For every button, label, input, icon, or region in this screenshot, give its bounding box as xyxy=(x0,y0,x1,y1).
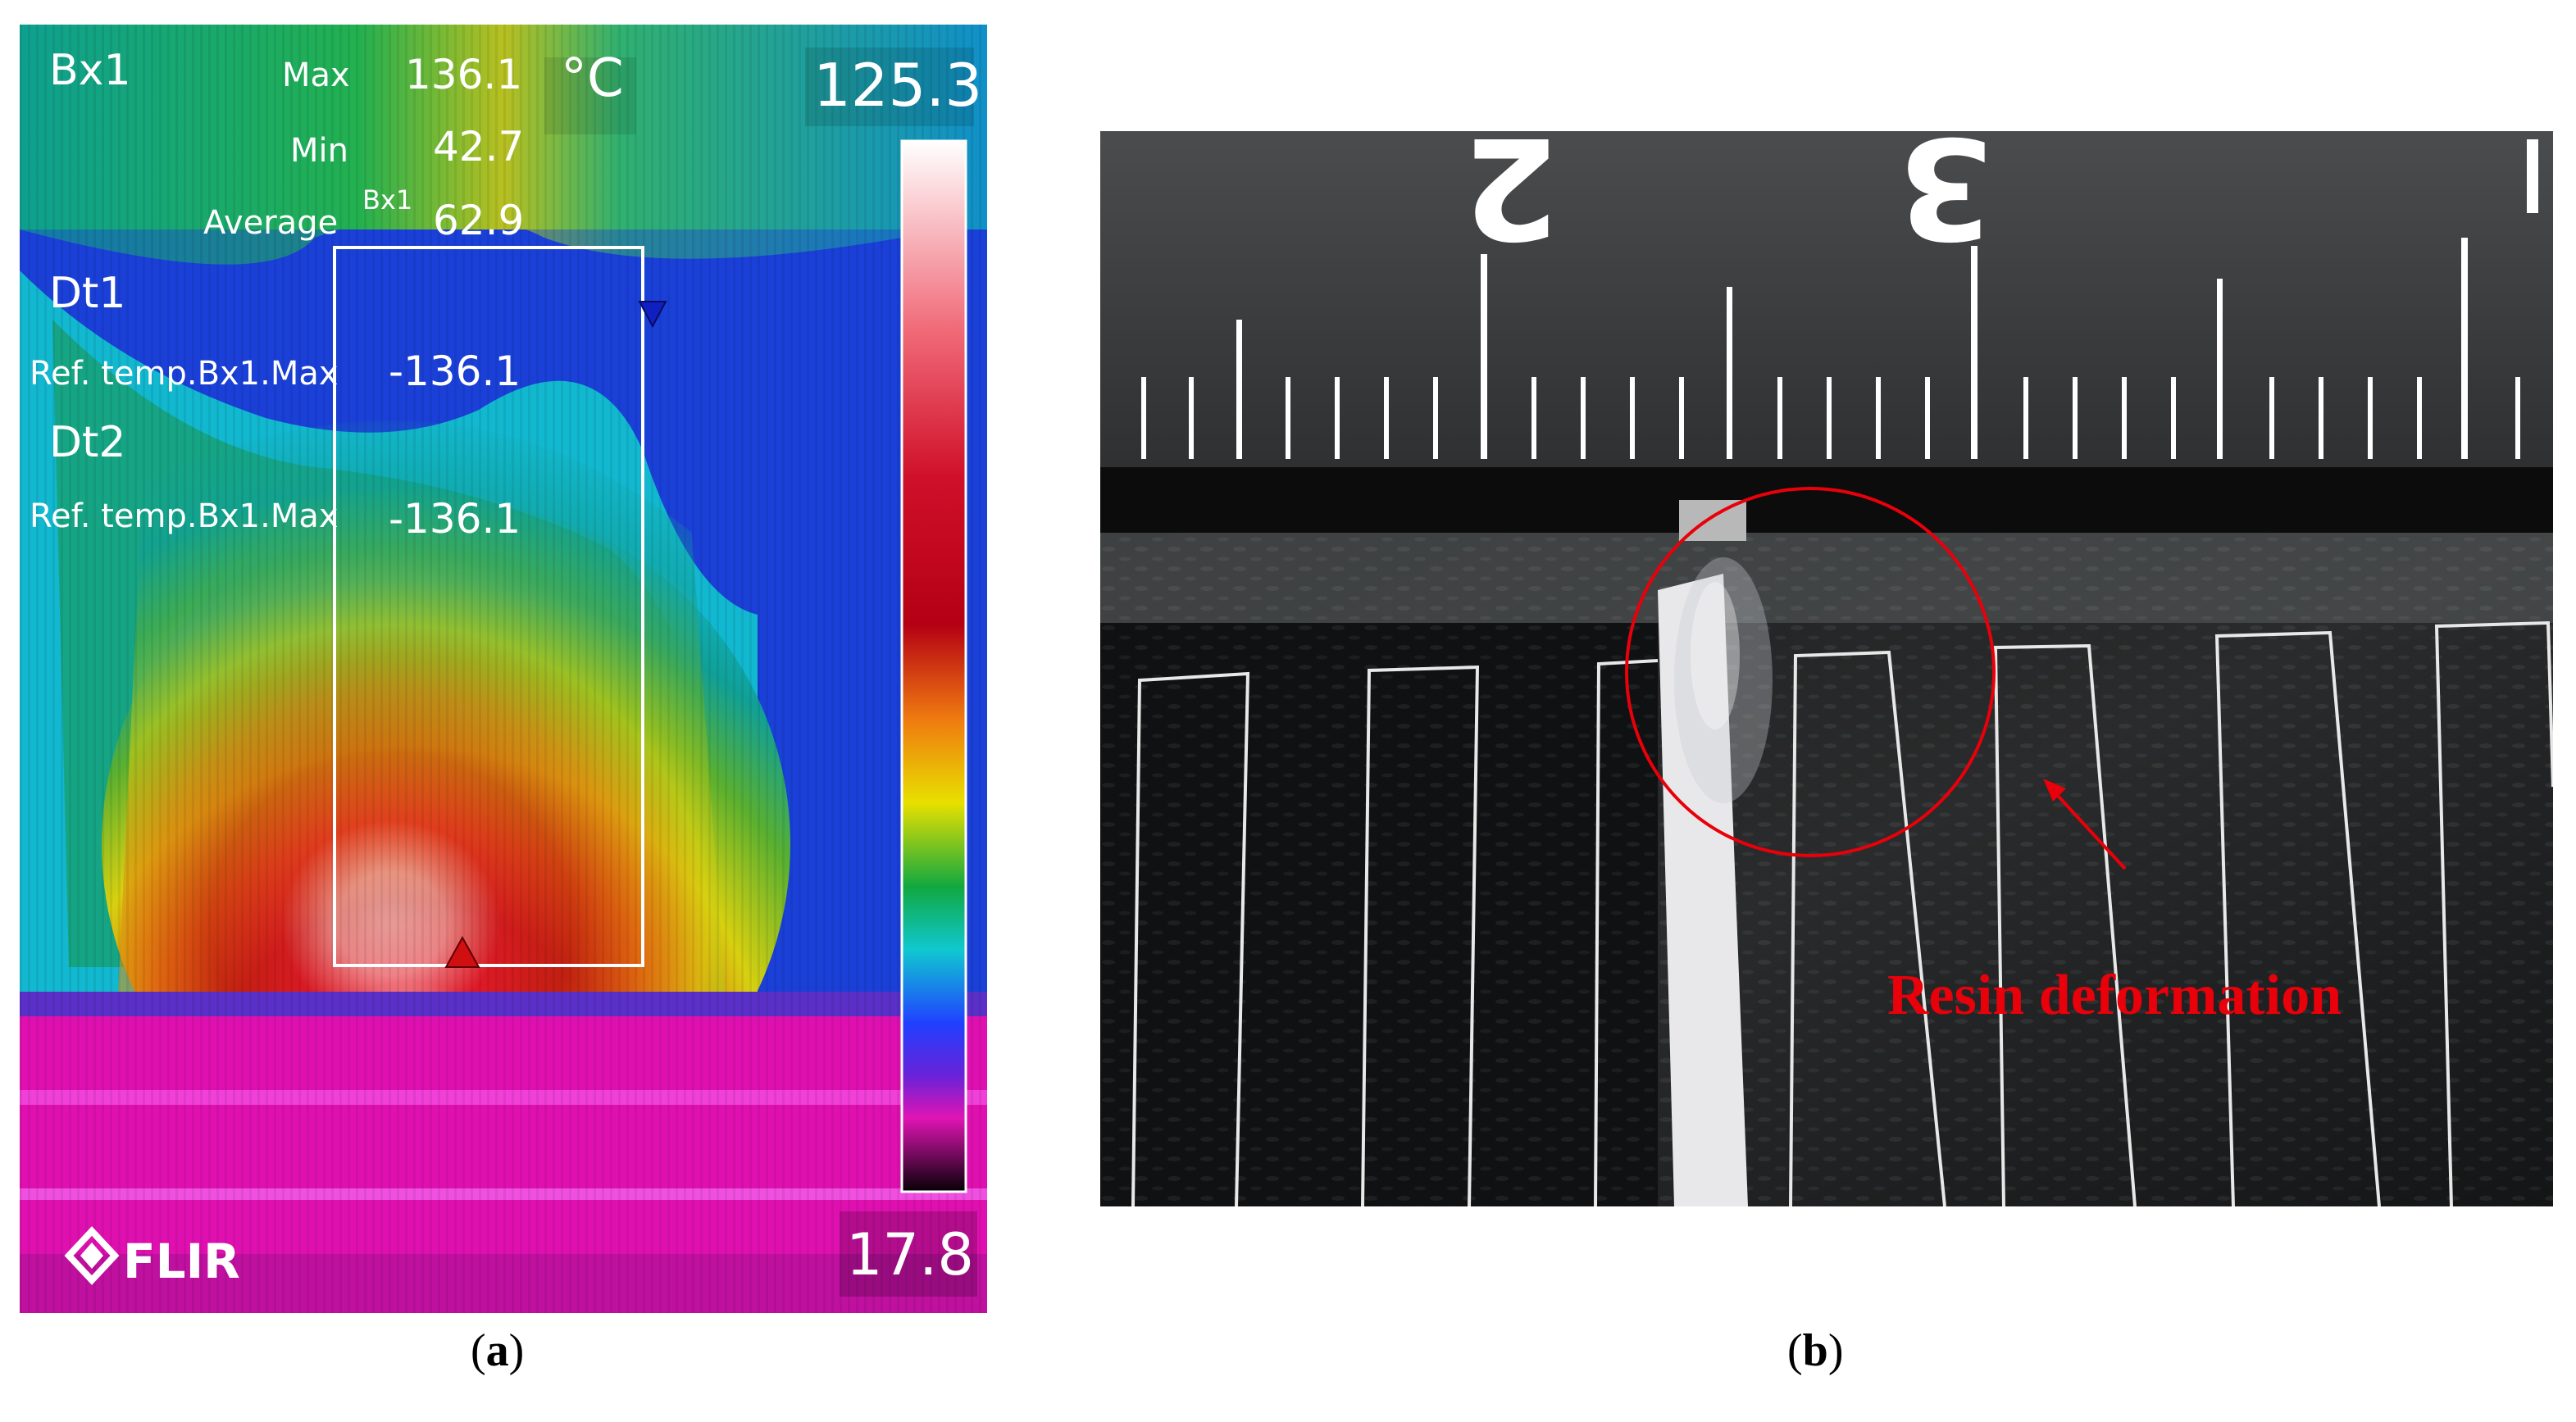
caption-a: (a) xyxy=(471,1325,525,1376)
photo-panel: 2 3 Resin deformation xyxy=(1100,131,2553,1206)
min-label: Min xyxy=(290,132,348,170)
max-label: Max xyxy=(282,57,350,94)
min-value: 42.7 xyxy=(433,123,525,170)
dt1-value: -136.1 xyxy=(389,348,521,395)
average-label: Average xyxy=(203,204,339,242)
resin-deformation-label: Resin deformation xyxy=(1887,964,2342,1027)
deformation-circle xyxy=(1625,487,1996,857)
ruler-digit-2: 2 xyxy=(1463,131,1559,268)
bx1-measurement-box xyxy=(333,246,644,967)
flir-logo-text: FLIR xyxy=(123,1233,240,1289)
dt2-label: Dt2 xyxy=(49,418,126,467)
max-value: 136.1 xyxy=(405,51,523,98)
photo-background: 2 3 xyxy=(1100,131,2553,1206)
dt2-ref-label: Ref. temp.Bx1.Max xyxy=(30,497,339,535)
min-marker-icon xyxy=(638,301,667,329)
box-label: Bx1 xyxy=(49,46,131,95)
scale-max-value: 125.3 xyxy=(813,51,983,120)
scale-min-value: 17.8 xyxy=(846,1221,974,1288)
thermal-image-panel: Bx1 Max 136.1 °C Min 42.7 Average Bx1 62… xyxy=(20,25,987,1313)
resin-blob xyxy=(1674,557,1773,803)
dt1-label: Dt1 xyxy=(49,269,126,318)
electrode-outlines xyxy=(1131,620,2553,1206)
arrow-head-icon xyxy=(2043,779,2066,802)
dt1-ref-label: Ref. temp.Bx1.Max xyxy=(30,355,339,393)
average-sub-label: Bx1 xyxy=(362,184,413,216)
unit-label: °C xyxy=(561,48,624,109)
flir-logo-icon xyxy=(64,1226,120,1285)
electrode-strip xyxy=(1658,574,1748,1206)
average-value: 62.9 xyxy=(433,197,525,244)
max-marker-icon xyxy=(444,935,480,968)
thermal-background xyxy=(20,25,987,1313)
annotation-arrow xyxy=(2048,785,2127,870)
dt2-value: -136.1 xyxy=(389,495,521,543)
temperature-scale-bar xyxy=(900,139,967,1193)
ruler-ticks xyxy=(1141,238,2520,459)
ruler-digit-3: 3 xyxy=(1897,131,1994,268)
caption-b: (b) xyxy=(1787,1325,1844,1376)
